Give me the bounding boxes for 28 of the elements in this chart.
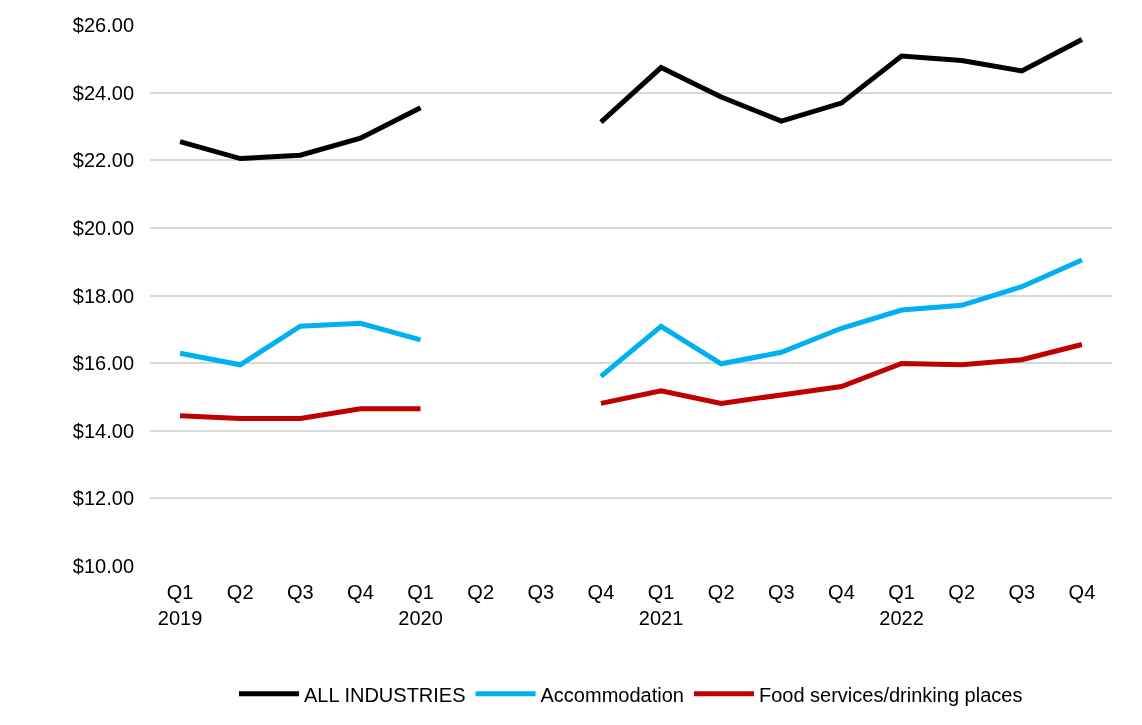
y-tick-label: $14.00 (72, 419, 134, 442)
y-tick-label: $26.00 (72, 14, 134, 36)
y-tick-label: $12.00 (72, 487, 134, 510)
x-tick-label: Q1 2022 (879, 581, 924, 629)
legend-label: ALL INDUSTRIES (304, 683, 466, 706)
x-tick-label: Q4 (587, 581, 615, 603)
legend-label: Food services/drinking places (758, 683, 1023, 706)
x-tick-label: Q4 (1068, 581, 1096, 603)
legend-label: Accommodation (540, 683, 684, 706)
x-tick-label: Q2 (948, 581, 976, 603)
x-tick-label: Q2 (467, 581, 495, 603)
x-tick-label: Q1 2020 (398, 581, 443, 629)
y-tick-label: $18.00 (72, 284, 134, 307)
x-tick-label: Q3 (286, 581, 314, 603)
y-tick-label: $24.00 (72, 81, 134, 104)
x-tick-label: Q1 2019 (157, 581, 203, 629)
x-tick-label: Q3 (767, 581, 795, 603)
y-tick-label: $16.00 (72, 352, 134, 375)
x-tick-label: Q3 (527, 581, 555, 603)
x-tick-label: Q2 (707, 581, 735, 603)
x-tick-label: Q4 (347, 581, 374, 603)
y-tick-label: $20.00 (72, 216, 134, 239)
x-tick-label: Q1 2021 (638, 581, 684, 629)
x-tick-label: Q4 (828, 581, 855, 603)
x-tick-label: Q3 (1008, 581, 1036, 603)
y-tick-label: $22.00 (72, 149, 134, 172)
x-tick-label: Q2 (226, 581, 254, 603)
y-tick-label: $10.00 (72, 555, 134, 577)
